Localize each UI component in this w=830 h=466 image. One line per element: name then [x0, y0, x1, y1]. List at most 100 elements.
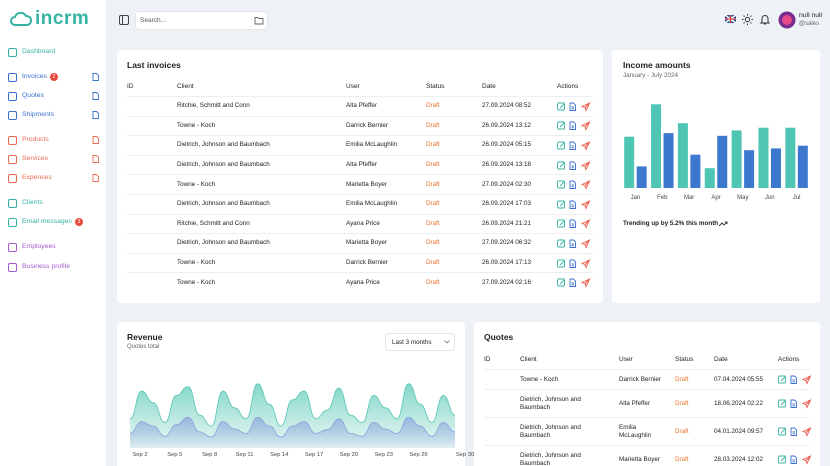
edit-action[interactable]: [778, 399, 786, 408]
edit-action[interactable]: [557, 219, 565, 228]
logo-icon: [10, 11, 33, 26]
row-divider: [127, 252, 593, 254]
nav-add-icon[interactable]: [92, 174, 99, 182]
edit-action[interactable]: [778, 427, 786, 436]
user-cell: Emilia McLaughlin: [346, 200, 398, 208]
send-action[interactable]: [801, 427, 812, 437]
send-action[interactable]: [580, 121, 591, 132]
status-cell: Draft: [675, 427, 689, 435]
logo-cloud: [10, 11, 33, 26]
send-icon: [580, 121, 591, 132]
pdf-action[interactable]: [569, 180, 576, 190]
send-action[interactable]: [580, 101, 591, 112]
range-select[interactable]: Last 3 months: [385, 333, 455, 351]
nav-add-icon[interactable]: [92, 136, 99, 144]
date-cell: 27.09.2024 06:32: [482, 239, 532, 247]
pdf-action[interactable]: [569, 278, 576, 288]
bar: [744, 150, 755, 188]
row-divider: [127, 194, 593, 195]
pdf-action[interactable]: [790, 427, 797, 436]
client-cell: Dietrich, Johnson and Baumbach: [520, 395, 581, 411]
nav-item[interactable]: Services: [6, 153, 102, 166]
x-tick-label: Sep 11: [235, 452, 253, 458]
x-tick-label: Jul: [793, 195, 801, 201]
send-action[interactable]: [801, 399, 812, 409]
doc-icon: [569, 239, 576, 248]
pdf-action[interactable]: [569, 141, 576, 150]
pdf-action[interactable]: [569, 219, 576, 229]
nav-item[interactable]: Email messages 3: [6, 216, 102, 229]
nav-label: Employees: [22, 243, 56, 250]
send-icon: [580, 199, 591, 210]
nav-item[interactable]: Shipments: [6, 109, 102, 122]
nav-item[interactable]: Invoices 2: [6, 71, 102, 84]
doc-icon: [569, 259, 576, 268]
edit-action[interactable]: [557, 102, 565, 111]
row-divider: [484, 389, 810, 390]
edit-action[interactable]: [557, 239, 565, 248]
nav-add-icon[interactable]: [92, 73, 99, 81]
range-select-label: Last 3 months: [392, 339, 432, 346]
send-action[interactable]: [580, 141, 591, 151]
sidebar-toggle[interactable]: [119, 15, 129, 25]
edit-action[interactable]: [557, 259, 565, 268]
send-action[interactable]: [801, 455, 812, 465]
edit-action[interactable]: [557, 141, 565, 150]
edit-action[interactable]: [778, 455, 786, 464]
nav-badge: 3: [74, 218, 83, 226]
row-actions: [557, 160, 591, 171]
row-divider: [127, 233, 593, 235]
pdf-action[interactable]: [569, 102, 576, 111]
row-actions: [557, 199, 591, 210]
edit-action[interactable]: [778, 375, 786, 384]
nav-label: Quotes: [22, 92, 44, 99]
pdf-action[interactable]: [569, 200, 576, 209]
pdf-action[interactable]: [790, 455, 797, 464]
search-icon-shape: [254, 17, 264, 25]
send-action[interactable]: [580, 219, 591, 230]
avatar[interactable]: [778, 11, 796, 29]
pdf-action[interactable]: [569, 121, 576, 131]
nav-item[interactable]: Products: [6, 134, 102, 147]
search-box[interactable]: Search...: [135, 11, 268, 30]
edit-action[interactable]: [557, 161, 565, 170]
pdf-action[interactable]: [569, 239, 576, 248]
edit-action[interactable]: [557, 200, 565, 209]
row-divider: [127, 272, 593, 274]
pdf-action[interactable]: [790, 375, 797, 384]
edit-action[interactable]: [557, 180, 565, 189]
client-cell: Dietrich, Johnson and Baumbach: [177, 141, 270, 149]
nav-item[interactable]: Employees: [6, 241, 102, 254]
pdf-action[interactable]: [569, 161, 576, 170]
send-action[interactable]: [580, 258, 591, 269]
send-action[interactable]: [580, 278, 591, 288]
send-action[interactable]: [801, 375, 812, 385]
theme-icon[interactable]: [742, 14, 753, 25]
client-cell: Ritchie, Schmitt and Conn: [177, 102, 250, 110]
nav-item[interactable]: Dashboard: [6, 46, 102, 59]
nav-icon: [8, 92, 17, 101]
nav-item[interactable]: Business profile: [6, 261, 102, 274]
nav-item[interactable]: Quotes: [6, 90, 102, 103]
send-action[interactable]: [580, 180, 591, 190]
send-action[interactable]: [580, 160, 591, 171]
doc-icon: [790, 375, 797, 384]
user-cell: Darrick Bernier: [346, 259, 388, 267]
edit-action[interactable]: [557, 121, 565, 130]
send-action[interactable]: [580, 239, 591, 249]
pdf-action[interactable]: [569, 259, 576, 268]
notification-icon[interactable]: [759, 14, 771, 25]
pdf-action[interactable]: [790, 399, 797, 408]
send-action[interactable]: [580, 199, 591, 210]
edit-action[interactable]: [557, 278, 565, 287]
nav-icon-shape: [8, 73, 17, 82]
nav-add-icon[interactable]: [92, 92, 99, 100]
bar: [636, 166, 647, 188]
nav-item[interactable]: Clients: [6, 197, 102, 210]
nav-add-icon[interactable]: [92, 111, 99, 119]
flag-icon[interactable]: [724, 14, 737, 24]
nav-add-icon[interactable]: [92, 155, 99, 163]
nav-item[interactable]: Expenses: [6, 172, 102, 185]
nav-icon-shape: [8, 174, 17, 183]
send-icon: [580, 258, 591, 269]
